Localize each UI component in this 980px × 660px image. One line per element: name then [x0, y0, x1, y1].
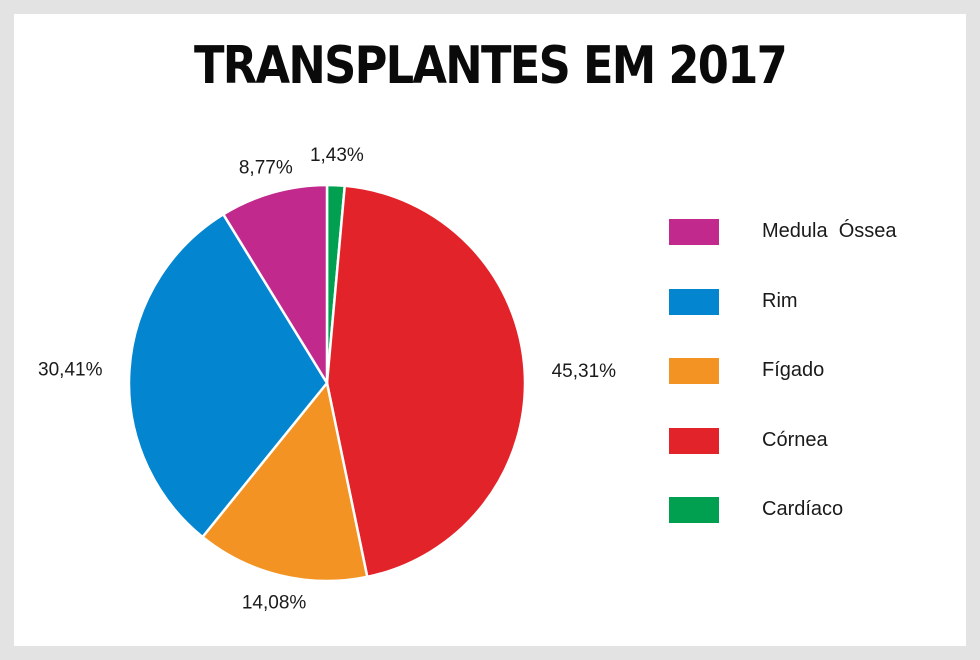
legend-item: Córnea [669, 427, 828, 455]
legend-item: Rim [669, 288, 798, 316]
pie-slice-fígado [201, 381, 369, 583]
legend-swatch [669, 358, 719, 384]
slice-label: 45,31% [552, 361, 617, 382]
legend-swatch [669, 288, 719, 315]
legend-swatch [669, 219, 719, 245]
slice-label: 30,41% [38, 360, 103, 381]
pie-slice-córnea [325, 184, 527, 579]
legend-label: Cardíaco [762, 498, 844, 520]
legend-label: Rim [762, 289, 798, 312]
legend-label: Córnea [762, 428, 828, 451]
legend-swatch [669, 427, 719, 454]
legend-label: Fígado [762, 359, 825, 381]
legend-label: Medula Óssea [762, 220, 897, 242]
legend-item: Fígado [669, 357, 824, 385]
pie-slice-medula-óssea [222, 183, 329, 385]
slice-label: 8,77% [239, 158, 293, 179]
legend-item: Medula Óssea [669, 218, 897, 246]
slice-label: 1,43% [310, 145, 364, 166]
slice-label: 14,08% [242, 593, 307, 614]
pie-slice-rim [127, 213, 329, 539]
legend-item: Cardíaco [669, 496, 843, 524]
chart-title: TRANSPLANTES EM 2017 [193, 36, 788, 96]
legend-swatch [669, 497, 719, 523]
